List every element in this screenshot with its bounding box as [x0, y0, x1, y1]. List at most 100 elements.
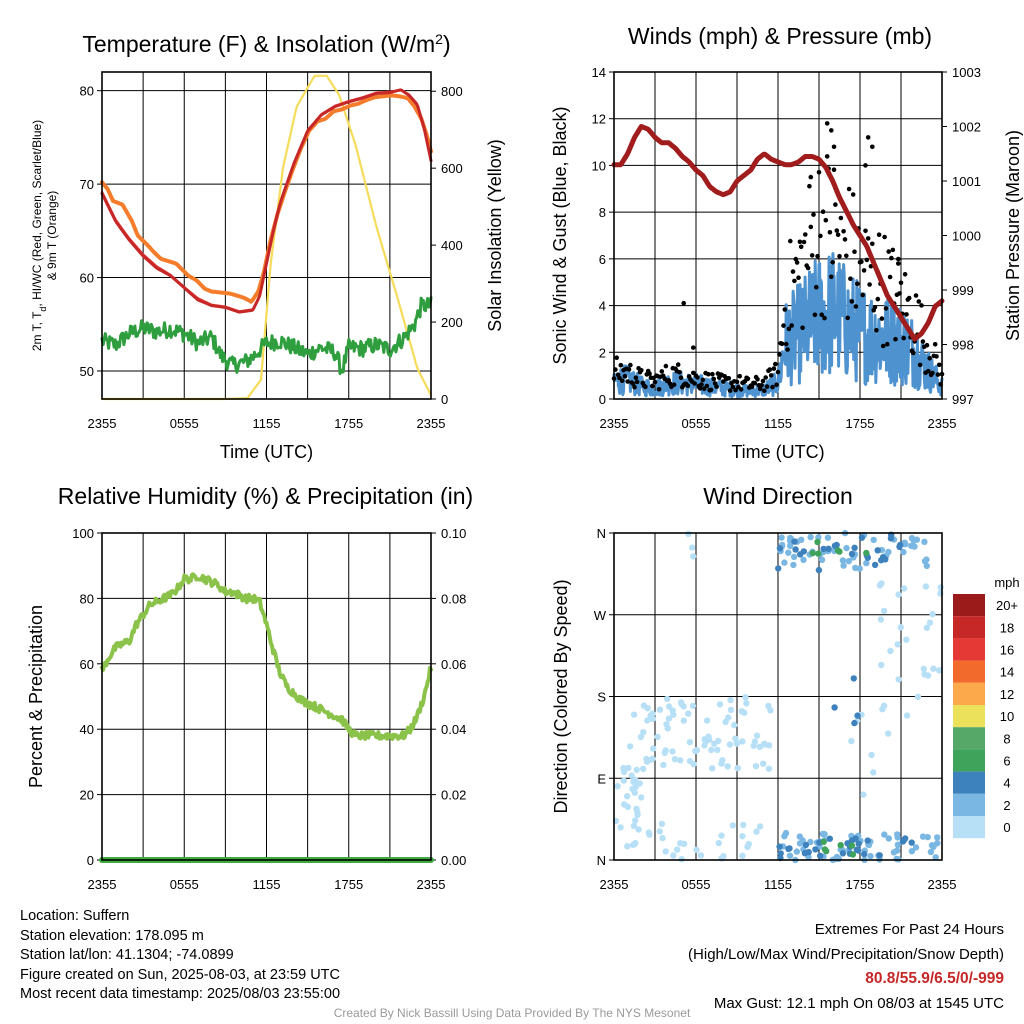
direction-point: [631, 841, 638, 848]
direction-point: [681, 840, 688, 847]
y-tick-label: N: [597, 853, 606, 868]
gust-point: [781, 323, 786, 328]
direction-point: [649, 715, 656, 722]
y-tick-label: E: [597, 771, 606, 786]
direction-point: [867, 852, 874, 860]
gust-point: [762, 388, 767, 394]
gust-point: [768, 373, 774, 378]
gust-point: [692, 381, 697, 386]
gust-point: [792, 278, 797, 284]
gust-point: [853, 304, 859, 309]
gust-point: [824, 154, 830, 159]
gust-point: [796, 275, 801, 281]
direction-point: [791, 538, 798, 545]
y-tick-label: 60: [80, 657, 94, 672]
direction-point: [664, 695, 671, 703]
direction-point: [913, 536, 921, 543]
direction-point: [624, 803, 631, 810]
gust-point: [919, 303, 924, 308]
direction-point: [751, 738, 759, 745]
x-tick-label: 2355: [417, 877, 446, 892]
gust-point: [829, 274, 834, 280]
x-tick-label: 1155: [764, 877, 792, 892]
y2-tick-label: 0.08: [441, 591, 466, 606]
direction-point: [680, 717, 687, 724]
gust-point: [677, 370, 682, 375]
gust-point: [901, 335, 906, 341]
y2-tick-label: 998: [952, 338, 974, 353]
extremes-values: 80.8/55.9/6.5/0/-999: [865, 970, 1004, 987]
y-axis-label: 2m T, Td, HI/WC (Red, Green, Scarlet/Blu…: [30, 120, 48, 351]
direction-point: [787, 542, 794, 550]
direction-point: [777, 850, 784, 857]
gust-point: [656, 387, 662, 392]
gust-point: [704, 383, 710, 389]
direction-point: [782, 829, 790, 837]
gust-point: [834, 228, 840, 233]
direction-point: [744, 843, 751, 851]
direction-point: [851, 719, 858, 727]
direction-point: [724, 763, 731, 770]
direction-point: [876, 582, 884, 589]
y-tick-label: 100: [72, 526, 94, 541]
direction-point: [817, 852, 824, 859]
x-tick-label: 1155: [764, 416, 792, 431]
direction-point: [703, 737, 710, 745]
y2-axis-label: Station Pressure (Maroon): [1003, 130, 1023, 341]
direction-point: [689, 544, 696, 551]
direction-point: [686, 757, 694, 765]
gust-point: [872, 305, 878, 310]
direction-point: [878, 661, 885, 669]
gust-point: [809, 253, 815, 258]
gust-point: [807, 183, 812, 189]
gust-point: [714, 384, 719, 389]
gust-point: [775, 369, 781, 375]
direction-point: [614, 783, 621, 790]
gust-point: [782, 307, 788, 312]
gust-point: [785, 347, 790, 352]
direction-point: [800, 556, 807, 563]
gust-point: [867, 282, 872, 287]
legend-label: 2: [1003, 798, 1010, 813]
temperature-insolation-panel: 2355 0555 1155 1755 235550607080020040060080…: [30, 31, 505, 462]
gust-point: [904, 312, 909, 317]
direction-point: [643, 755, 650, 763]
direction-point: [626, 743, 634, 750]
gust-point: [757, 386, 763, 392]
gust-point: [927, 356, 932, 361]
direction-point: [617, 824, 624, 831]
direction-point: [885, 730, 892, 737]
direction-point: [839, 850, 847, 857]
gust-point: [844, 253, 849, 259]
direction-point: [727, 696, 734, 704]
direction-point: [881, 831, 888, 838]
direction-point: [814, 538, 821, 546]
gust-point: [863, 163, 868, 168]
gust-point: [815, 253, 820, 259]
direction-point: [821, 846, 829, 853]
direction-point: [677, 757, 684, 764]
y-tick-label: 0: [87, 853, 94, 868]
direction-point: [899, 838, 907, 845]
gust-point: [835, 232, 841, 238]
y-tick-label: 12: [592, 112, 606, 127]
gust-point: [626, 367, 632, 372]
gust-point: [663, 363, 669, 369]
direction-point: [756, 743, 764, 750]
y2-tick-label: 0.04: [441, 722, 466, 737]
direction-point: [902, 541, 909, 548]
direction-point: [870, 536, 877, 544]
gust-point: [879, 316, 885, 321]
x-tick-label: 1155: [253, 416, 281, 431]
direction-point: [894, 831, 901, 838]
y-tick-label: S: [597, 690, 606, 705]
direction-point: [693, 846, 700, 853]
direction-point: [870, 769, 877, 776]
credit-line: Created By Nick Bassill Using Data Provi…: [333, 1006, 691, 1020]
gust-point: [886, 249, 891, 254]
direction-point: [936, 667, 943, 674]
gust-point: [924, 342, 930, 348]
extremes-subtitle: (High/Low/Max Wind/Precipitation/Snow De…: [688, 945, 1004, 963]
gust-point: [882, 234, 887, 240]
gust-point: [902, 272, 908, 277]
